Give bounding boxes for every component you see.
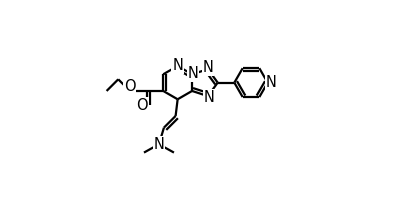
Text: N: N — [202, 60, 213, 76]
Text: N: N — [187, 66, 198, 81]
Text: N: N — [172, 58, 182, 73]
Text: O: O — [136, 98, 148, 113]
Text: N: N — [203, 90, 214, 105]
Text: N: N — [265, 75, 275, 90]
Text: O: O — [124, 79, 136, 94]
Text: N: N — [153, 137, 164, 152]
